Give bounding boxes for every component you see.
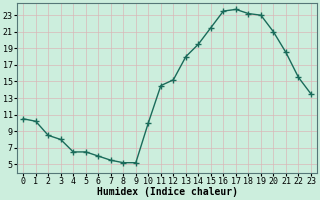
X-axis label: Humidex (Indice chaleur): Humidex (Indice chaleur)	[97, 187, 237, 197]
